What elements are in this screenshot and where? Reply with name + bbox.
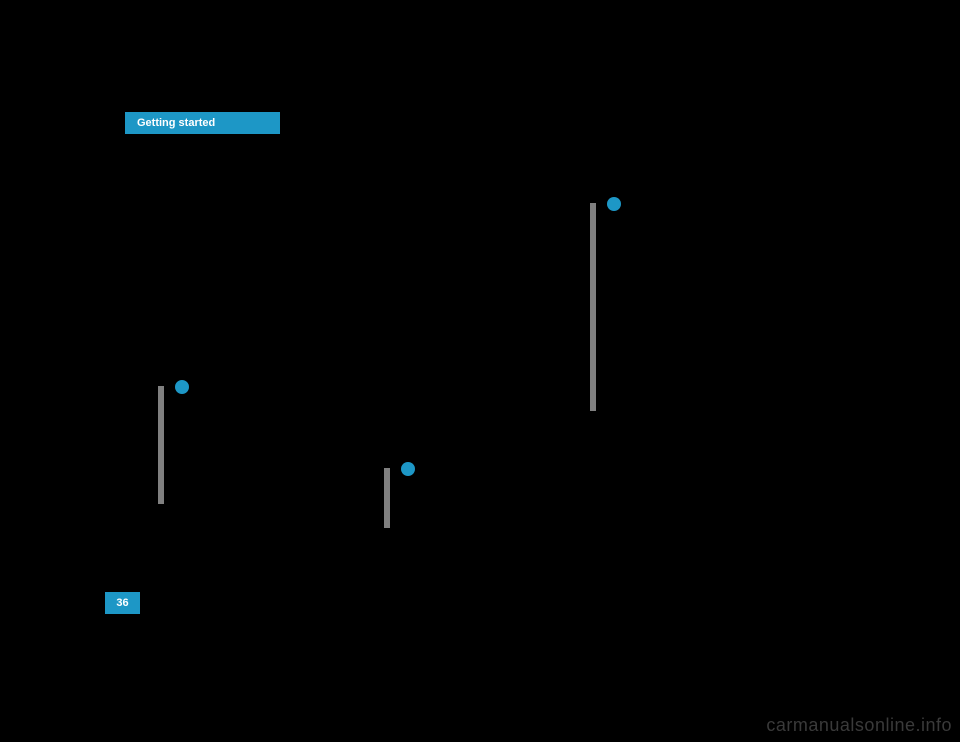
- watermark-label: carmanualsonline.info: [766, 715, 952, 735]
- section-tab-label: Getting started: [137, 117, 215, 129]
- callout-bar: [158, 386, 164, 504]
- section-tab: Getting started: [125, 112, 280, 134]
- callout-bar: [384, 468, 390, 528]
- page-number-badge: 36: [105, 592, 140, 614]
- callout-dot-icon: [607, 197, 621, 211]
- callout-dot-icon: [175, 380, 189, 394]
- callout-dot-icon: [401, 462, 415, 476]
- page-number-text: 36: [116, 597, 128, 609]
- watermark-text: carmanualsonline.info: [766, 715, 952, 736]
- callout-bar: [590, 203, 596, 411]
